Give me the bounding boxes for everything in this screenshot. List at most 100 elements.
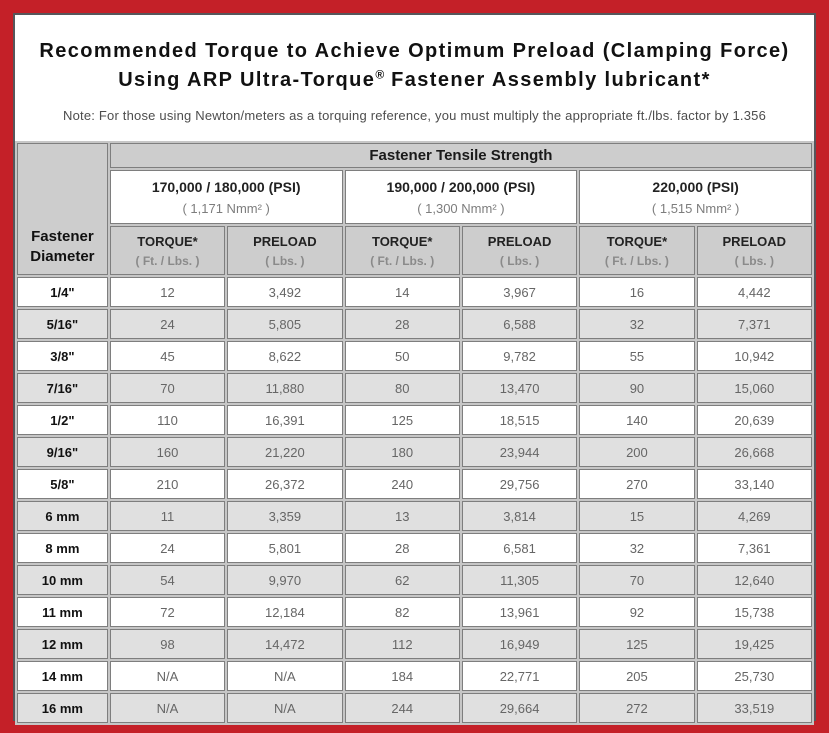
- torque-header-unit: ( Ft. / Lbs. ): [370, 253, 435, 268]
- torque-header-label: TORQUE*: [371, 233, 433, 249]
- preload-value-cell: 3,359: [227, 501, 343, 531]
- psi-value: 190,000 / 200,000 (PSI): [386, 178, 536, 195]
- preload-header-unit: ( Lbs. ): [734, 253, 774, 268]
- table-row: 3/8" 45 8,622 50 9,782 55 10,942: [17, 341, 812, 371]
- preload-header-cell: PRELOAD ( Lbs. ): [461, 226, 578, 275]
- preload-value-cell: 18,515: [461, 405, 578, 435]
- page-title-line1: Recommended Torque to Achieve Optimum Pr…: [39, 40, 790, 62]
- preload-value-cell: 22,771: [461, 661, 578, 691]
- torque-value-cell: 28: [344, 533, 460, 563]
- torque-value-cell: 210: [109, 469, 226, 499]
- preload-value-cell: 29,664: [461, 693, 578, 723]
- table-row: 9/16" 160 21,220 180 23,944 200 26,668: [17, 437, 812, 467]
- torque-spec-table: Fastener Diameter Fastener Tensile Stren…: [15, 141, 814, 725]
- psi-group-cell: 220,000 (PSI) ( 1,515 Nmm² ): [579, 170, 812, 224]
- torque-value-cell: 54: [109, 565, 226, 595]
- preload-value-cell: N/A: [227, 693, 343, 723]
- preload-value-cell: 21,220: [227, 437, 343, 467]
- torque-value-cell: 200: [579, 437, 695, 467]
- torque-value-cell: 24: [109, 309, 226, 339]
- newton-meters-note: Note: For those using Newton/meters as a…: [62, 108, 767, 123]
- preload-value-cell: 12,640: [696, 565, 812, 595]
- diameter-cell: 9/16": [17, 437, 108, 467]
- torque-header-unit: ( Ft. / Lbs. ): [135, 253, 200, 268]
- preload-value-cell: 25,730: [696, 661, 812, 691]
- torque-value-cell: 240: [344, 469, 460, 499]
- torque-value-cell: 50: [344, 341, 460, 371]
- preload-value-cell: 3,814: [461, 501, 578, 531]
- preload-value-cell: 33,140: [696, 469, 812, 499]
- preload-value-cell: 5,805: [227, 309, 343, 339]
- preload-header-unit: ( Lbs. ): [265, 253, 305, 268]
- diameter-cell: 8 mm: [17, 533, 108, 563]
- preload-header-label: PRELOAD: [253, 233, 317, 249]
- torque-value-cell: 98: [109, 629, 226, 659]
- preload-value-cell: 8,622: [227, 341, 343, 371]
- preload-value-cell: 4,269: [696, 501, 812, 531]
- preload-header-label: PRELOAD: [487, 233, 552, 249]
- diameter-cell: 7/16": [17, 373, 108, 403]
- preload-header-cell: PRELOAD ( Lbs. ): [696, 226, 812, 275]
- torque-value-cell: 270: [579, 469, 695, 499]
- torque-preload-header-row: TORQUE* ( Ft. / Lbs. ) PRELOAD ( Lbs. ) …: [17, 226, 812, 275]
- torque-value-cell: 82: [344, 597, 460, 627]
- torque-value-cell: 110: [109, 405, 226, 435]
- preload-value-cell: 6,588: [461, 309, 578, 339]
- torque-header-label: TORQUE*: [606, 233, 668, 249]
- torque-value-cell: N/A: [109, 693, 226, 723]
- torque-value-cell: 272: [579, 693, 695, 723]
- diameter-cell: 5/16": [17, 309, 108, 339]
- preload-value-cell: 26,372: [227, 469, 343, 499]
- torque-header-unit: ( Ft. / Lbs. ): [604, 253, 669, 268]
- table-row: 16 mm N/A N/A 244 29,664 272 33,519: [17, 693, 812, 723]
- torque-value-cell: 125: [344, 405, 460, 435]
- table-row: 5/16" 24 5,805 28 6,588 32 7,371: [17, 309, 812, 339]
- preload-value-cell: 15,738: [696, 597, 812, 627]
- table-row: 8 mm 24 5,801 28 6,581 32 7,361: [17, 533, 812, 563]
- torque-value-cell: N/A: [109, 661, 226, 691]
- preload-header-label: PRELOAD: [722, 233, 787, 249]
- preload-value-cell: 3,967: [461, 277, 578, 307]
- preload-value-cell: 19,425: [696, 629, 812, 659]
- preload-header-cell: PRELOAD ( Lbs. ): [227, 226, 343, 275]
- torque-value-cell: 90: [579, 373, 695, 403]
- table-row: 12 mm 98 14,472 112 16,949 125 19,425: [17, 629, 812, 659]
- torque-value-cell: 72: [109, 597, 226, 627]
- torque-value-cell: 12: [109, 277, 226, 307]
- diameter-cell: 14 mm: [17, 661, 108, 691]
- preload-value-cell: 7,361: [696, 533, 812, 563]
- torque-value-cell: 15: [579, 501, 695, 531]
- psi-group-cell: 190,000 / 200,000 (PSI) ( 1,300 Nmm² ): [344, 170, 578, 224]
- diameter-cell: 1/2": [17, 405, 108, 435]
- torque-value-cell: 244: [344, 693, 460, 723]
- preload-value-cell: 15,060: [696, 373, 812, 403]
- diameter-cell: 12 mm: [17, 629, 108, 659]
- table-body: 1/4" 12 3,492 14 3,967 16 4,442 5/16" 24 5,805 28 6…: [17, 277, 812, 723]
- torque-value-cell: 160: [109, 437, 226, 467]
- preload-value-cell: 9,970: [227, 565, 343, 595]
- diameter-cell: 11 mm: [17, 597, 108, 627]
- preload-value-cell: 33,519: [696, 693, 812, 723]
- preload-value-cell: 14,472: [227, 629, 343, 659]
- diameter-cell: 6 mm: [17, 501, 108, 531]
- preload-value-cell: 20,639: [696, 405, 812, 435]
- diameter-cell: 5/8": [17, 469, 108, 499]
- title-line2-post: Fastener Assembly lubricant*: [384, 69, 711, 91]
- torque-value-cell: 24: [109, 533, 226, 563]
- table-row: 11 mm 72 12,184 82 13,961 92 15,738: [17, 597, 812, 627]
- preload-value-cell: 12,184: [227, 597, 343, 627]
- psi-value: 220,000 (PSI): [652, 178, 739, 195]
- torque-value-cell: 125: [579, 629, 695, 659]
- preload-value-cell: 7,371: [696, 309, 812, 339]
- diameter-cell: 10 mm: [17, 565, 108, 595]
- preload-value-cell: 29,756: [461, 469, 578, 499]
- diameter-cell: 3/8": [17, 341, 108, 371]
- title-line2-pre: Using ARP Ultra-Torque: [118, 69, 376, 91]
- tensile-strength-row: Fastener Diameter Fastener Tensile Stren…: [17, 143, 812, 275]
- nmm-value: ( 1,300 Nmm² ): [417, 200, 505, 216]
- nmm-value: ( 1,515 Nmm² ): [651, 200, 740, 216]
- torque-header-cell: TORQUE* ( Ft. / Lbs. ): [109, 226, 226, 275]
- torque-value-cell: 180: [344, 437, 460, 467]
- preload-value-cell: 13,470: [461, 373, 578, 403]
- torque-value-cell: 140: [579, 405, 695, 435]
